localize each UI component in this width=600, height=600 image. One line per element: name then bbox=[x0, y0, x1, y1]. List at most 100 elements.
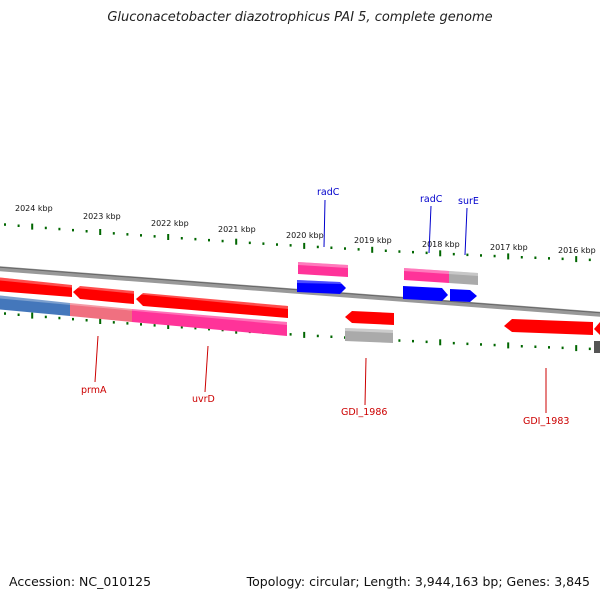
scale-tick-mark bbox=[262, 242, 265, 245]
scale-tick-mark bbox=[357, 248, 360, 251]
scale-tick-mark bbox=[439, 339, 442, 346]
scale-tick-mark bbox=[99, 318, 102, 324]
scale-tick-mark bbox=[289, 333, 292, 336]
scale-tick-mark bbox=[493, 254, 496, 258]
scale-tick-mark bbox=[17, 313, 20, 316]
scale-tick-mark bbox=[85, 230, 88, 233]
scale-tick-mark bbox=[112, 232, 115, 235]
scale-label: 2023 kbp bbox=[83, 212, 121, 221]
feature-gene[interactable] bbox=[132, 309, 287, 336]
scale-tick-mark bbox=[439, 250, 442, 257]
scale-tick-mark bbox=[316, 334, 319, 338]
scale-tick-mark bbox=[316, 245, 319, 249]
scale-tick-mark bbox=[520, 345, 523, 348]
accession-text: Accession: NC_010125 bbox=[9, 574, 152, 589]
feature-blue[interactable] bbox=[0, 295, 70, 316]
scale-tick-mark bbox=[425, 251, 428, 255]
scale-tick-mark bbox=[575, 256, 578, 263]
gene-label[interactable]: radC bbox=[420, 194, 443, 205]
feature-cds[interactable] bbox=[136, 293, 288, 318]
scale-tick-mark bbox=[31, 312, 34, 319]
scale-tick-mark bbox=[303, 242, 306, 249]
scale-tick-mark bbox=[466, 253, 469, 257]
scale-tick-mark bbox=[140, 234, 142, 237]
scale-tick-mark bbox=[561, 257, 564, 261]
scale-tick-mark bbox=[452, 341, 455, 345]
map-title: Gluconacetobacter diazotrophicus PAI 5, … bbox=[107, 10, 493, 25]
feature-cds[interactable] bbox=[73, 286, 134, 304]
scale-tick-mark bbox=[412, 339, 414, 343]
scale-tick-mark bbox=[330, 246, 333, 249]
feature-rna[interactable] bbox=[450, 289, 477, 302]
scale-label: 2019 kbp bbox=[354, 236, 392, 245]
feature-cds[interactable] bbox=[0, 277, 72, 297]
scale-tick-mark bbox=[561, 346, 564, 350]
scale-tick-mark bbox=[534, 345, 537, 348]
scale-tick-mark bbox=[58, 227, 61, 231]
scale-tick-mark bbox=[534, 256, 537, 259]
feature-gene[interactable] bbox=[404, 268, 449, 283]
scale-label: 2020 kbp bbox=[286, 231, 324, 240]
scale-tick-mark bbox=[412, 250, 414, 254]
scale-tick-mark bbox=[31, 223, 34, 230]
scale-tick-mark bbox=[235, 238, 238, 245]
scale-track-top bbox=[4, 223, 591, 263]
feature-other[interactable] bbox=[345, 328, 393, 343]
scale-tick-mark bbox=[276, 243, 278, 246]
scale-tick-mark bbox=[507, 253, 510, 260]
scale-tick-mark bbox=[180, 237, 183, 240]
scale-tick-mark bbox=[4, 223, 6, 226]
gene-label[interactable]: GDI_1983 bbox=[523, 416, 569, 427]
feature-pink-light[interactable] bbox=[70, 303, 132, 322]
scale-tick-mark bbox=[126, 233, 129, 236]
gene-label[interactable]: uvrD bbox=[192, 394, 215, 405]
scale-tick-mark bbox=[520, 256, 523, 259]
scale-tick-mark bbox=[167, 234, 170, 240]
scale-tick-mark bbox=[466, 342, 469, 346]
scale-tick-mark bbox=[221, 239, 224, 243]
scale-tick-mark bbox=[480, 254, 482, 257]
scale-tick-mark bbox=[167, 323, 170, 329]
feature-cds[interactable] bbox=[504, 319, 593, 335]
scale-tick-mark bbox=[140, 323, 142, 326]
gene-label[interactable]: prmA bbox=[81, 385, 107, 396]
scale-tick-mark bbox=[58, 316, 61, 320]
scale-tick-mark bbox=[452, 252, 455, 256]
scale-label: 2021 kbp bbox=[218, 225, 256, 234]
feature-cds[interactable] bbox=[345, 311, 394, 325]
gene-label[interactable]: surE bbox=[458, 196, 479, 207]
scale-tick-mark bbox=[548, 346, 550, 349]
scale-tick-mark bbox=[548, 257, 550, 260]
gene-label[interactable]: radC bbox=[317, 187, 340, 198]
scale-tick-mark bbox=[180, 326, 183, 329]
scale-tick-mark bbox=[17, 224, 20, 227]
scale-label: 2016 kbp bbox=[558, 246, 596, 255]
feature-rna[interactable] bbox=[403, 286, 448, 301]
scale-label: 2024 kbp bbox=[15, 204, 53, 213]
feature-cds[interactable] bbox=[594, 322, 600, 335]
scale-tick-mark bbox=[425, 340, 428, 344]
scale-tick-mark bbox=[112, 321, 115, 324]
scale-tick-mark bbox=[194, 326, 197, 330]
feature-gene[interactable] bbox=[298, 262, 348, 277]
feature-rna[interactable] bbox=[297, 280, 346, 294]
scale-tick-mark bbox=[4, 312, 6, 315]
scale-tick-mark bbox=[44, 226, 47, 230]
genome-summary-text: Topology: circular; Length: 3,944,163 bp… bbox=[246, 574, 590, 589]
scale-tick-mark bbox=[85, 319, 88, 322]
scale-tick-mark bbox=[398, 250, 401, 253]
forward-strand bbox=[297, 262, 478, 302]
label-leaders bbox=[94, 199, 547, 413]
feature-other[interactable] bbox=[449, 271, 478, 285]
scale-label: 2017 kbp bbox=[490, 243, 528, 252]
scale-tick-mark bbox=[72, 317, 74, 321]
scale-tick-mark bbox=[208, 327, 210, 331]
scale-tick-mark bbox=[194, 237, 197, 241]
scale-tick-mark bbox=[588, 347, 591, 351]
gene-label[interactable]: GDI_1986 bbox=[341, 407, 387, 418]
scale-tick-mark bbox=[384, 249, 387, 252]
scale-tick-mark bbox=[126, 322, 129, 325]
feature-other[interactable] bbox=[594, 341, 600, 353]
